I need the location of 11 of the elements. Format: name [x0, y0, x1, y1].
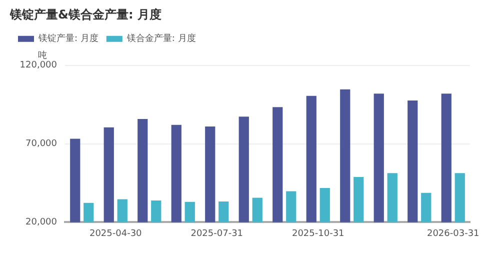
x-tick-label: 2025-10-31	[292, 228, 344, 239]
x-tick-label: 2025-07-31	[190, 228, 244, 239]
y-tick-label: 120,000	[20, 60, 58, 71]
y-tick-label: 70,000	[26, 139, 58, 150]
x-tick-label: 2025-04-30	[89, 228, 142, 239]
x-tick-label: 2026-03-31	[426, 228, 480, 239]
legend-label: 镁合金产量: 月度	[126, 33, 196, 44]
y-axis-title: 吨	[38, 50, 47, 62]
chart-title: 镁锭产量&镁合金产量: 月度	[9, 7, 162, 22]
y-tick-label: 20,000	[26, 218, 58, 228]
legend-label: 镁锭产量: 月度	[38, 33, 98, 44]
